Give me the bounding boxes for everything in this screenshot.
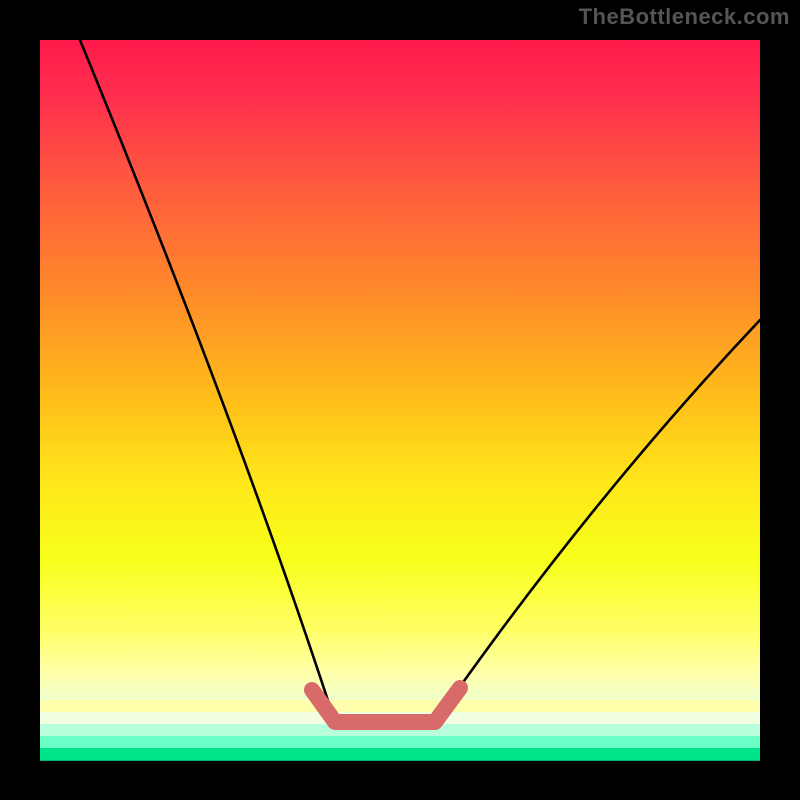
bottom-band [40,736,760,749]
bottom-band [40,748,760,761]
chart-stage: TheBottleneck.com [0,0,800,800]
watermark-text: TheBottleneck.com [579,4,790,30]
chart-svg [0,0,800,800]
gradient-bg [40,40,760,760]
bottom-band [40,700,760,713]
